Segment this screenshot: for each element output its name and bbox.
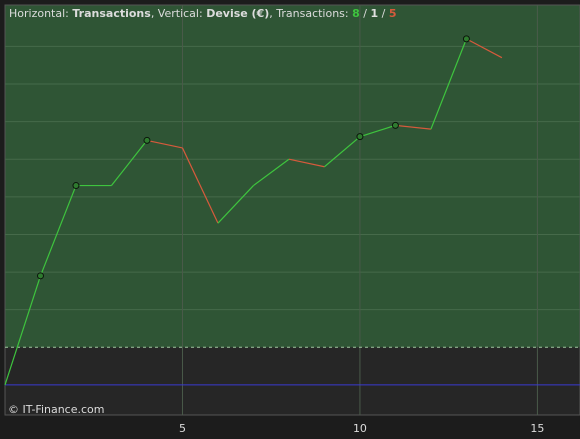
equity-segment — [4, 275, 42, 386]
wins-count: 8 — [352, 7, 360, 20]
even-count: 1 — [370, 7, 378, 20]
equity-segment — [359, 124, 396, 138]
high-marker — [462, 35, 470, 43]
equity-segment — [217, 185, 254, 224]
equity-segment — [111, 140, 148, 186]
equity-segment — [146, 139, 183, 149]
title-part: Horizontal: — [9, 7, 72, 20]
profit-zone — [5, 5, 580, 348]
copyright: © IT-Finance.com — [8, 403, 105, 416]
x-tick-label: 5 — [179, 422, 186, 435]
title-part: , Transactions: — [269, 7, 352, 20]
x-tick-label: 15 — [530, 422, 544, 435]
equity-segment — [466, 38, 503, 59]
high-marker — [143, 136, 151, 144]
equity-segment — [395, 124, 431, 130]
equity-segment — [430, 38, 467, 130]
x-tick-label: 10 — [353, 422, 367, 435]
title-part: / — [378, 7, 389, 20]
plot-layer — [4, 5, 580, 415]
equity-segment — [288, 158, 325, 168]
title-part: Devise (€) — [206, 7, 269, 20]
title-part: / — [360, 7, 371, 20]
title-part: Transactions — [72, 7, 151, 20]
equity-segment — [181, 147, 219, 224]
high-marker — [72, 182, 80, 190]
high-marker — [36, 272, 44, 280]
high-marker — [356, 133, 364, 141]
losses-count: 5 — [389, 7, 397, 20]
chart-title: Horizontal: Transactions, Vertical: Devi… — [9, 7, 397, 20]
equity-segment — [39, 185, 77, 277]
equity-segment — [324, 136, 361, 168]
title-part: , Vertical: — [151, 7, 206, 20]
equity-segment — [253, 158, 290, 187]
high-marker — [391, 121, 399, 129]
